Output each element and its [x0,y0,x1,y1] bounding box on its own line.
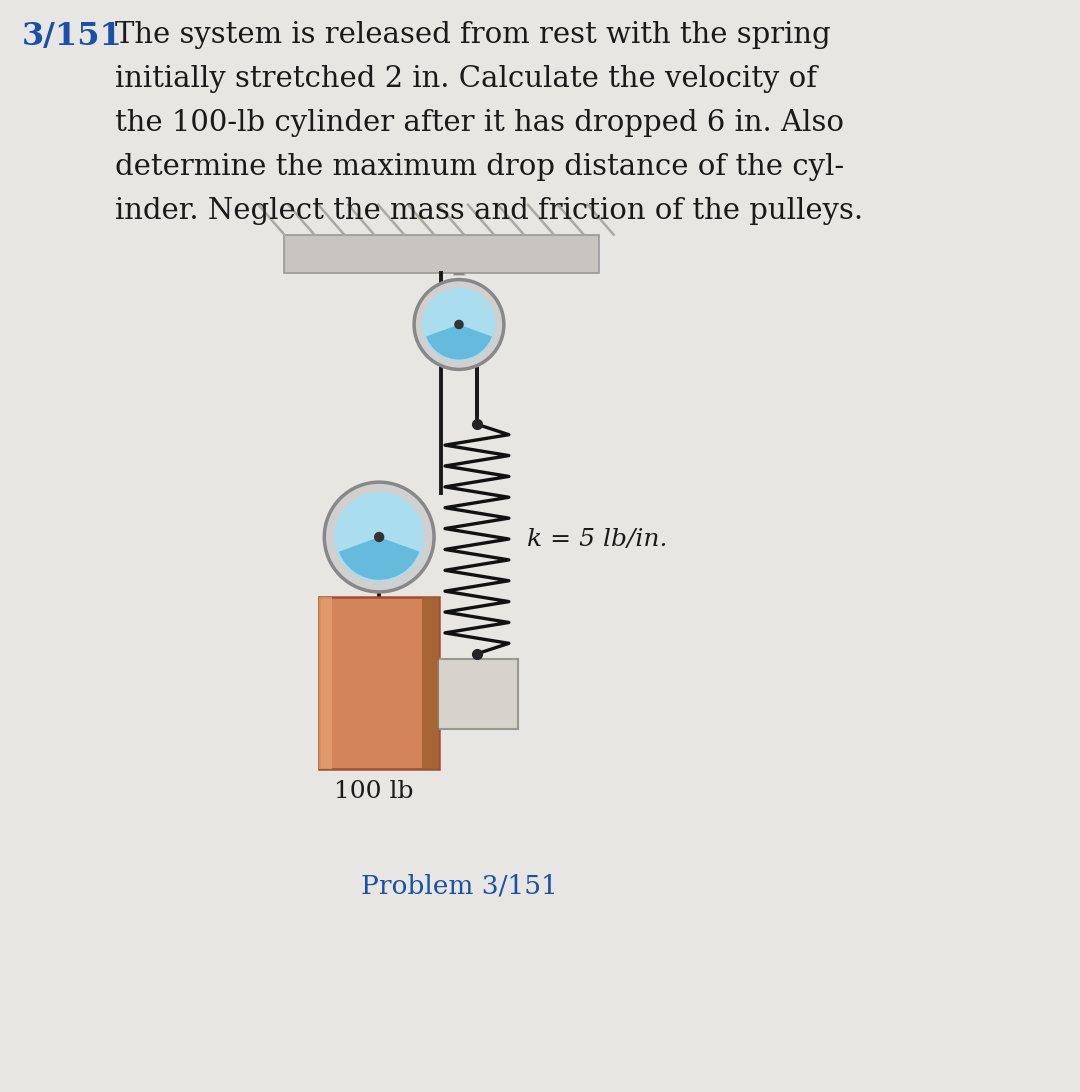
Text: Problem 3/151: Problem 3/151 [361,874,557,899]
Bar [284,235,598,273]
Text: the 100-lb cylinder after it has dropped 6 in. Also: the 100-lb cylinder after it has dropped… [114,109,843,136]
Text: 3/151: 3/151 [22,21,123,52]
Text: The system is released from rest with the spring: The system is released from rest with th… [114,21,831,49]
Text: 100 lb: 100 lb [335,781,414,804]
Bar [320,597,440,769]
Wedge shape [427,324,491,359]
Circle shape [324,483,434,592]
Circle shape [455,320,463,330]
Text: k = 5 lb/in.: k = 5 lb/in. [527,527,667,550]
Circle shape [374,532,384,543]
Circle shape [334,492,424,582]
Bar [422,597,440,769]
Bar [436,658,517,728]
Text: determine the maximum drop distance of the cyl-: determine the maximum drop distance of t… [114,153,843,181]
Circle shape [422,287,496,361]
Text: inder. Neglect the mass and friction of the pulleys.: inder. Neglect the mass and friction of … [114,197,863,225]
Wedge shape [339,537,419,580]
Text: initially stretched 2 in. Calculate the velocity of: initially stretched 2 in. Calculate the … [114,66,816,93]
Bar [320,597,333,769]
Circle shape [414,280,504,369]
